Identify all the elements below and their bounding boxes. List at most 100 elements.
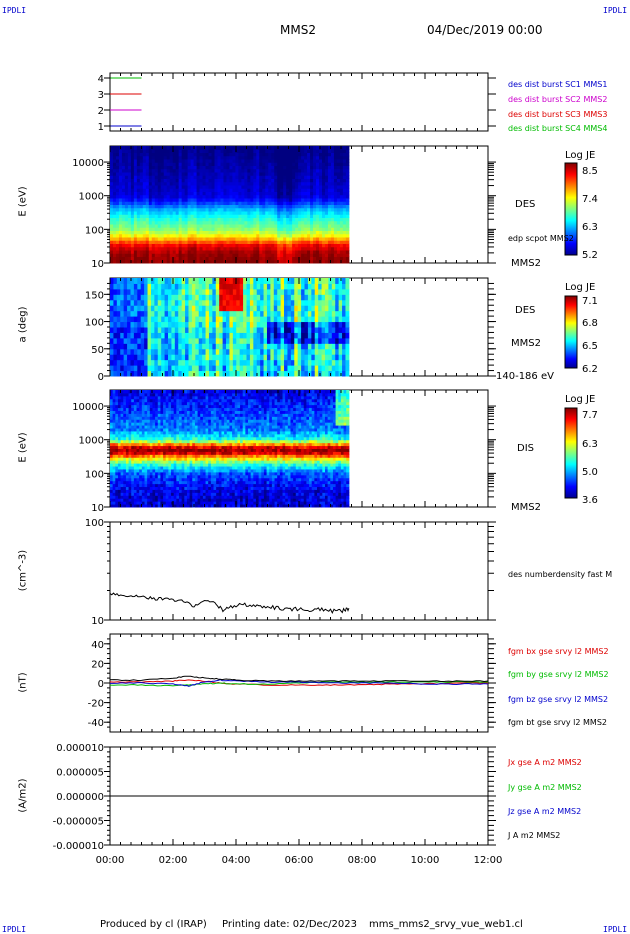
heatmap-cell <box>286 256 290 261</box>
heatmap-cell <box>116 294 121 301</box>
heatmap-cell <box>160 253 165 257</box>
heatmap-cell <box>169 178 174 183</box>
heatmap-cell <box>120 466 124 470</box>
heatmap-cell <box>117 436 122 441</box>
heatmap-cell <box>160 227 165 231</box>
heatmap-cell <box>289 220 293 225</box>
heatmap-cell <box>298 237 302 241</box>
heatmap-cell <box>336 230 341 235</box>
heatmap-cell <box>128 442 132 447</box>
heatmap-cell <box>280 359 285 366</box>
heatmap-cell <box>214 207 218 212</box>
heatmap-cell <box>163 501 167 505</box>
heatmap-cell <box>232 227 236 231</box>
heatmap-cell <box>310 204 314 209</box>
heatmap-cell <box>316 204 320 209</box>
heatmap-cell <box>331 365 336 372</box>
heatmap-cell <box>181 243 186 248</box>
heatmap-cell <box>141 483 146 488</box>
heatmap-cell <box>172 194 177 199</box>
heatmap-cell <box>321 365 326 372</box>
heatmap-cell <box>297 283 302 290</box>
heatmap-cell <box>295 181 299 186</box>
heatmap-cell <box>307 217 311 222</box>
heatmap-cell <box>249 348 254 355</box>
heatmap-cell <box>178 253 183 257</box>
heatmap-cell <box>184 185 189 189</box>
heatmap-cell <box>286 250 290 254</box>
heatmap-cell <box>157 466 161 470</box>
heatmap-cell <box>112 477 116 482</box>
heatmap-cell <box>175 159 180 163</box>
heatmap-cell <box>133 194 138 199</box>
heatmap-cell <box>127 233 132 238</box>
heatmap-cell <box>181 191 186 196</box>
heatmap-cell <box>226 198 230 202</box>
heatmap-cell <box>235 149 239 153</box>
heatmap-cell <box>128 433 132 438</box>
heatmap-cell <box>336 220 341 225</box>
heatmap-cell <box>324 204 329 209</box>
heatmap-cell <box>271 243 275 248</box>
heatmap-cell <box>169 233 174 238</box>
heatmap-cell <box>223 188 227 192</box>
heatmap-cell <box>144 468 148 473</box>
heatmap-cell <box>297 359 302 366</box>
heatmap-cell <box>144 354 149 361</box>
heatmap-cell <box>110 198 114 202</box>
heatmap-cell <box>205 159 210 163</box>
heatmap-cell <box>130 227 135 231</box>
heatmap-cell <box>157 172 162 176</box>
heatmap-cell <box>205 162 210 166</box>
heatmap-cell <box>313 194 317 199</box>
heatmap-cell <box>124 224 129 228</box>
heatmap-cell <box>286 217 290 222</box>
heatmap-cell <box>148 227 153 231</box>
heatmap-cell <box>125 463 130 467</box>
heatmap-cell <box>196 159 201 163</box>
heatmap-cell <box>208 310 213 317</box>
heatmap-cell <box>330 194 335 199</box>
heatmap-cell <box>345 259 350 264</box>
heatmap-cell <box>157 316 162 323</box>
heatmap-cell <box>127 253 132 257</box>
heatmap-cell <box>160 194 165 199</box>
date-title: 04/Dec/2019 00:00 <box>427 23 543 37</box>
heatmap-cell <box>136 425 140 429</box>
heatmap-cell <box>313 256 317 261</box>
heatmap-cell <box>271 178 275 183</box>
heatmap-cell <box>289 172 293 176</box>
heatmap-cell <box>136 256 141 261</box>
heatmap-cell <box>319 152 323 157</box>
heatmap-cell <box>316 194 320 199</box>
heatmap-cell <box>157 451 161 455</box>
heatmap-cell <box>214 214 218 218</box>
heatmap-cell <box>133 398 138 403</box>
heatmap-cell <box>301 243 305 248</box>
heatmap-cell <box>113 365 118 372</box>
heatmap-cell <box>322 259 326 264</box>
heatmap-cell <box>330 181 335 186</box>
heatmap-cell <box>169 146 174 150</box>
heatmap-cell <box>149 430 153 435</box>
heatmap-cell <box>117 477 122 482</box>
heatmap-cell <box>327 217 332 222</box>
heatmap-cell <box>266 370 271 377</box>
heatmap-cell <box>124 240 129 244</box>
heatmap-cell <box>130 310 135 317</box>
heatmap-cell <box>127 162 132 166</box>
heatmap-cell <box>155 413 159 417</box>
heatmap-cell <box>120 343 125 350</box>
heatmap-cell <box>148 146 153 150</box>
heatmap-cell <box>342 310 346 317</box>
heatmap-cell <box>123 354 128 361</box>
heatmap-cell <box>266 321 271 328</box>
heatmap-cell <box>277 259 281 264</box>
heatmap-cell <box>148 214 153 218</box>
heatmap-cell <box>163 204 168 209</box>
heatmap-cell <box>249 354 254 361</box>
heatmap-cell <box>289 214 293 218</box>
heatmap-cell <box>295 162 299 166</box>
heatmap-cell <box>342 201 347 205</box>
heatmap-cell <box>110 310 114 317</box>
